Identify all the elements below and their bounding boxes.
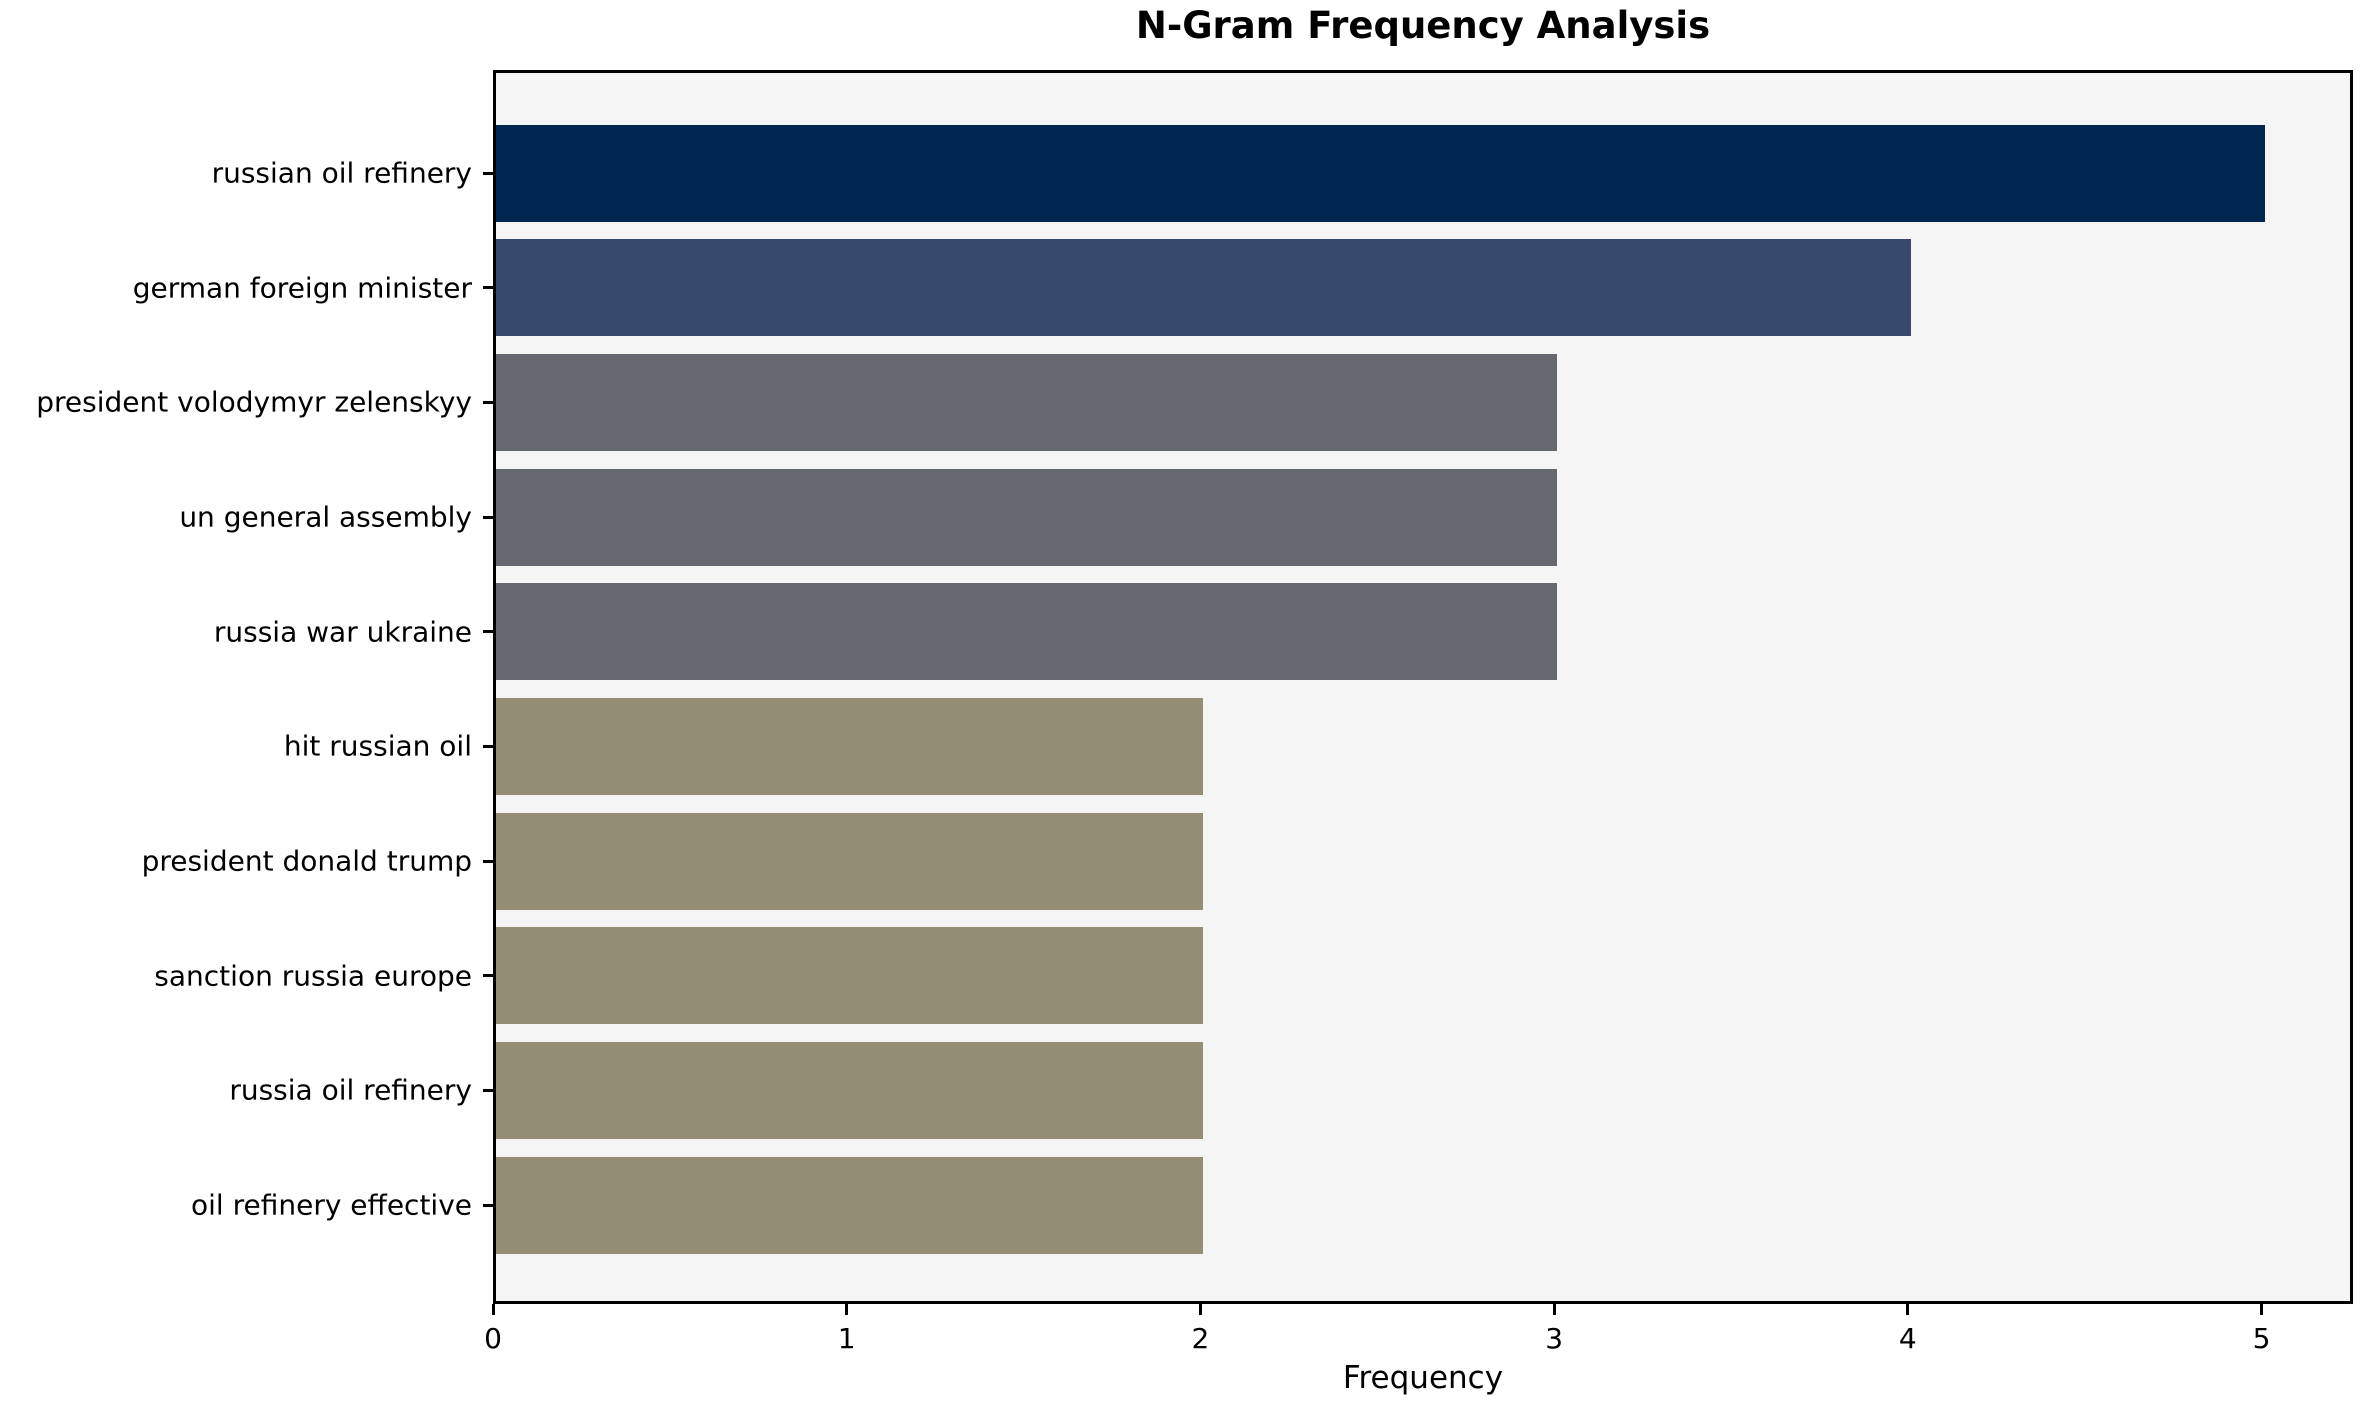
x-axis-tick-label: 1	[837, 1322, 856, 1355]
bar	[496, 927, 1204, 1025]
y-axis-category-label: german foreign minister	[132, 271, 472, 305]
y-axis-tick	[483, 515, 493, 519]
bar	[496, 812, 1204, 910]
bar	[496, 239, 1911, 337]
x-axis-tick-label: 0	[484, 1322, 502, 1355]
bar	[496, 468, 1558, 566]
y-axis-category-label: russia war ukraine	[213, 615, 472, 649]
y-axis-category-label: president donald trump	[141, 844, 472, 878]
y-axis-category-label: russian oil refinery	[211, 156, 472, 190]
y-axis-tick	[483, 1088, 493, 1092]
x-axis-tick	[845, 1304, 849, 1315]
y-axis-tick	[483, 400, 493, 404]
y-axis-category-label: hit russian oil	[283, 729, 472, 763]
y-axis-category-label: sanction russia europe	[154, 959, 472, 993]
y-axis-category-label: oil refinery effective	[191, 1188, 472, 1222]
chart-title: N-Gram Frequency Analysis	[1135, 4, 1711, 47]
y-axis-category-label: president volodymyr zelenskyy	[36, 385, 472, 419]
bar	[496, 353, 1558, 451]
y-axis-tick	[483, 171, 493, 175]
x-axis-tick-label: 5	[2252, 1322, 2271, 1355]
y-axis-category-label: un general assembly	[179, 500, 472, 534]
y-axis-category-label: russia oil refinery	[229, 1073, 472, 1107]
y-axis-tick	[483, 1203, 493, 1207]
bar	[496, 697, 1204, 795]
bar	[496, 1156, 1204, 1254]
x-axis-tick	[491, 1304, 495, 1315]
y-axis-tick	[483, 630, 493, 634]
y-axis-tick	[483, 286, 493, 290]
y-axis-tick	[483, 744, 493, 748]
y-axis-tick	[483, 974, 493, 978]
bar	[496, 124, 2265, 222]
x-axis-tick-label: 2	[1191, 1322, 1210, 1355]
bar	[496, 583, 1558, 681]
x-axis-tick	[2260, 1304, 2264, 1315]
x-axis-tick	[1198, 1304, 1202, 1315]
plot-area	[493, 70, 2353, 1304]
x-axis-tick	[1552, 1304, 1556, 1315]
x-axis-title: Frequency	[1342, 1360, 1504, 1396]
x-axis-tick-label: 4	[1898, 1322, 1917, 1355]
x-axis-tick	[1906, 1304, 1910, 1315]
x-axis-tick-label: 3	[1545, 1322, 1564, 1355]
y-axis-tick	[483, 859, 493, 863]
bar	[496, 1041, 1204, 1139]
